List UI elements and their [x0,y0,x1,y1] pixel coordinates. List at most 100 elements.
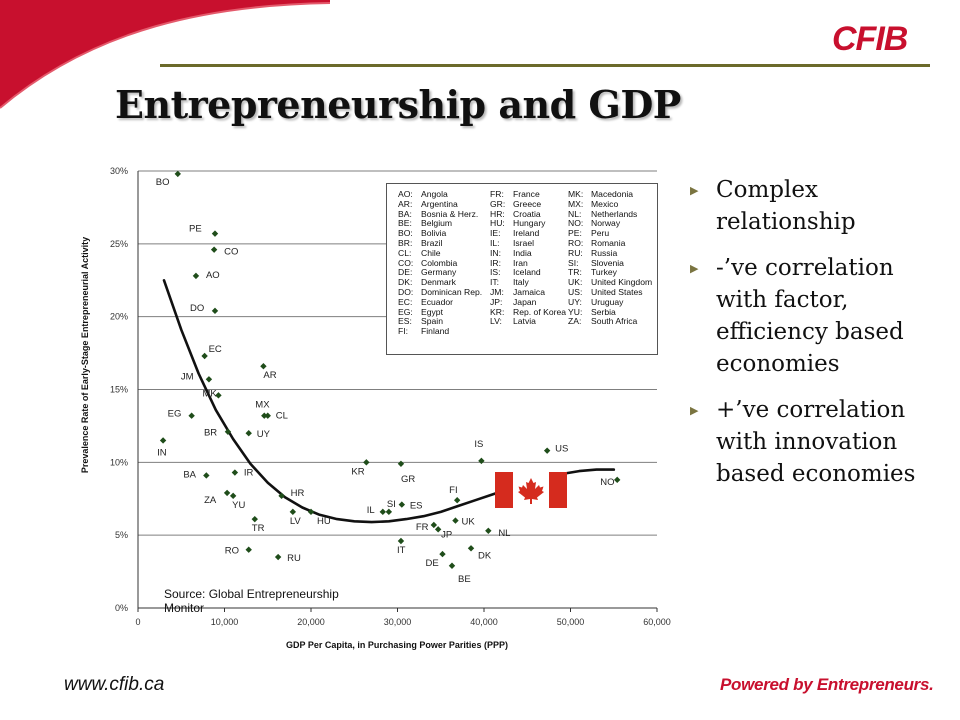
legend-country: Ecuador [421,296,454,307]
data-point [205,376,213,383]
legend-code: KR: [490,306,505,317]
y-tick-label: 25% [110,239,128,249]
data-point [264,412,271,419]
data-point [430,521,438,529]
y-tick-label: 20% [110,312,128,322]
legend-code: IE: [490,228,501,239]
point-label: EG [168,409,182,420]
legend-code: NO: [568,218,584,229]
data-point [203,472,210,479]
legend-code: GR: [490,198,506,209]
data-point [223,489,231,497]
legend-country: Chile [421,247,441,258]
legend-code: BO: [398,228,413,239]
legend-country: Ireland [513,228,540,239]
point-label: FR [416,522,429,533]
maple-leaf-icon [518,478,544,504]
legend-country: Netherlands [591,208,638,219]
legend-code: NL: [568,208,582,219]
data-point [485,527,492,534]
legend-entry: EG: Egypt [398,306,482,318]
legend-code: MX: [568,198,584,209]
legend-code: JM: [490,286,504,297]
data-point [363,459,370,466]
data-point [211,230,219,237]
legend-country: Angola [421,189,448,199]
data-point [274,553,282,561]
website-link[interactable]: www.cfib.ca [64,674,165,695]
legend-code: BR: [398,237,413,248]
data-point [215,392,222,399]
legend-entry: IR: Iran [490,257,566,269]
legend-country: Japan [513,296,537,307]
data-point [260,362,267,370]
legend-entry: IT: Italy [490,277,566,288]
legend-country: Israel [513,237,535,248]
legend-country: France [513,189,540,199]
point-label: TR [252,523,265,534]
bullet-text: -’ve correlation with factor, efficiency… [716,255,904,377]
bullet-item: ▶ -’ve correlation with factor, efficienc… [690,252,941,380]
x-tick-label: 10,000 [211,617,239,627]
y-tick-label: 0% [115,603,128,613]
legend-code: AO: [398,189,413,199]
data-point [397,537,405,545]
legend-entry: KR: Rep. of Korea [490,306,566,318]
legend-code: DK: [398,277,413,288]
chart-source-note: Source: Global Entrepreneurship Monitor [164,587,339,615]
legend-country: Bosnia & Herz. [421,208,479,219]
x-tick-label: 60,000 [643,617,671,627]
legend-code: SI: [568,257,579,268]
legend-entry: BA: Bosnia & Herz. [398,208,482,220]
legend-country: Iceland [513,267,541,278]
legend-country: Jamaica [513,286,545,297]
legend-country: Colombia [421,257,458,268]
legend-code: AR: [398,198,413,209]
bullet-text: +’ve correlation with innovation based e… [716,397,916,487]
point-label: JM [181,371,194,382]
point-label: LV [290,516,302,527]
data-point [201,352,208,360]
legend-country: Uruguay [591,296,624,307]
legend-code: RU: [568,247,583,258]
legend-code: HU: [490,218,505,229]
legend-code: HR: [490,208,505,219]
point-label: RO [225,546,239,557]
legend-code: IR: [490,257,501,268]
legend-country: United Kingdom [591,277,653,288]
legend-entry: DE: Germany [398,267,482,278]
legend-country: Croatia [513,208,541,219]
triangle-right-icon: ▶ [690,404,699,417]
data-point [245,430,252,437]
data-point [210,246,218,253]
legend-entry: IL: Israel [490,237,566,249]
point-label: RU [287,553,301,564]
legend-entry: TR: Turkey [568,267,652,278]
point-label: DK [478,550,492,561]
point-label: IR [244,468,254,479]
x-tick-label: 30,000 [384,617,412,627]
legend-entry: EC: Ecuador [398,296,482,308]
legend-code: DE: [398,267,413,278]
legend-code: LV: [490,316,502,327]
data-point [397,460,405,467]
legend-code: TR: [568,267,582,278]
brand-tagline: Powered by Entrepreneurs. [720,675,934,694]
legend-entry: AR: Argentina [398,198,482,210]
legend-country: Italy [513,277,529,288]
header-swoosh [0,0,330,109]
data-point [188,412,195,419]
legend-entry: SI: Slovenia [568,257,652,269]
legend-country: Romania [591,237,626,248]
page-title: Entrepreneurship and GDP [115,82,681,127]
legend-code: BA: [398,208,412,219]
data-point [614,476,621,484]
point-label: IL [367,505,375,516]
legend-entry: IE: Ireland [490,228,566,239]
y-tick-label: 30% [110,166,128,176]
point-label: MK [202,388,217,399]
legend-code: EG: [398,306,413,317]
legend-country: Slovenia [591,257,624,268]
legend-code: PE: [568,228,582,239]
point-label: EC [209,344,222,355]
